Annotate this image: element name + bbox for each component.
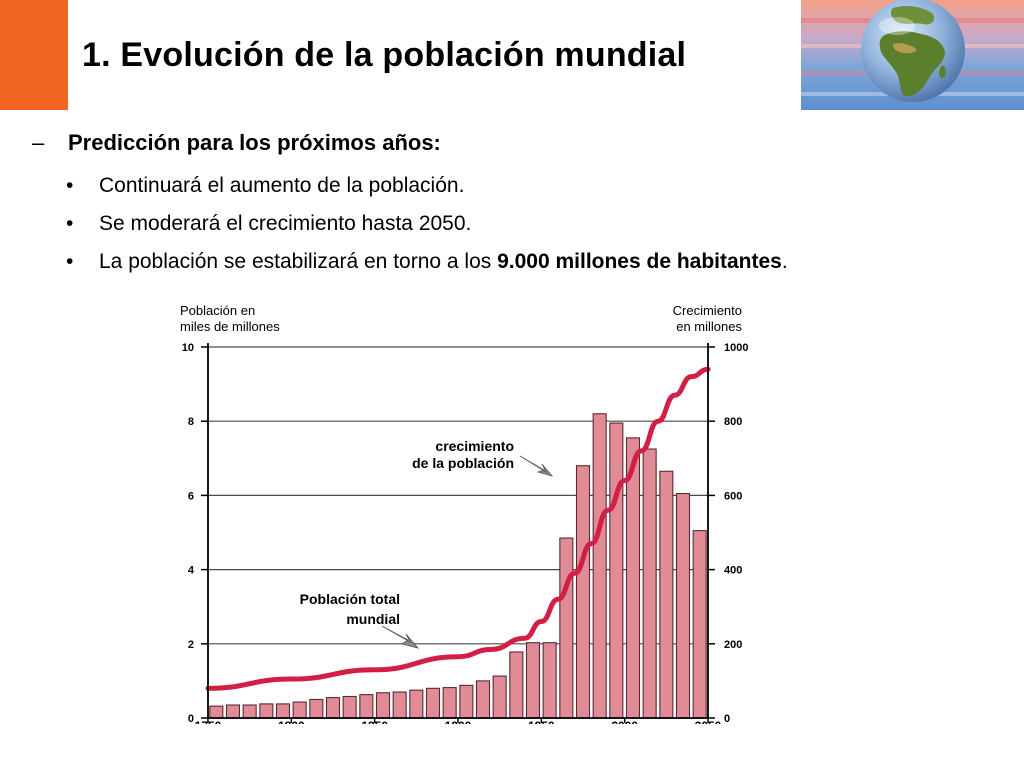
bullet-text: La población se estabilizará en torno a … xyxy=(99,250,497,273)
growth-bar xyxy=(310,699,323,718)
left-tick-label: 6 xyxy=(188,490,194,502)
growth-bar xyxy=(443,688,456,718)
growth-bar xyxy=(293,702,306,718)
growth-bar xyxy=(360,695,373,718)
page-title: 1. Evolución de la población mundial xyxy=(82,36,686,75)
globe-banner xyxy=(801,0,1024,110)
growth-bar xyxy=(210,706,223,718)
x-tick-label: 1900 xyxy=(445,719,472,728)
right-tick-label: 800 xyxy=(724,416,742,428)
left-tick-label: 0 xyxy=(188,713,194,725)
growth-annotation-text: crecimiento xyxy=(435,438,514,454)
right-axis-title: Crecimiento xyxy=(673,303,742,318)
x-tick-label: 1800 xyxy=(278,719,305,728)
x-axis-ticks: 1750 1800 1850 1900 1950 2000 2050 xyxy=(195,718,722,728)
left-tick-label: 2 xyxy=(188,639,194,651)
bullet-tail-text: . xyxy=(782,250,788,273)
bullet-bold-text: 9.000 millones de habitantes xyxy=(497,250,782,273)
growth-bar xyxy=(677,494,690,718)
growth-bar xyxy=(327,698,340,718)
total-annotation-text: Población total xyxy=(300,591,400,607)
total-annotation-text: mundial xyxy=(346,611,400,627)
growth-bar xyxy=(243,705,256,718)
right-tick-label: 600 xyxy=(724,490,742,502)
growth-bar xyxy=(377,693,390,718)
growth-annotation-text: de la población xyxy=(412,455,514,471)
x-tick-label: 2000 xyxy=(611,719,638,728)
sub-heading-text: Predicción para los próximos años: xyxy=(68,130,441,155)
left-axis-title: miles de millones xyxy=(180,319,280,334)
bullet-item: • Continuará el aumento de la población. xyxy=(66,174,788,212)
sub-heading: – Predicción para los próximos años: xyxy=(32,130,441,156)
growth-bar xyxy=(343,696,356,718)
growth-bar xyxy=(560,538,573,718)
left-tick-label: 4 xyxy=(188,565,195,577)
bullet-list: • Continuará el aumento de la población.… xyxy=(66,174,788,288)
growth-bar xyxy=(260,704,273,718)
right-tick-label: 1000 xyxy=(724,342,748,354)
right-tick-label: 200 xyxy=(724,639,742,651)
growth-bar xyxy=(693,531,706,718)
growth-bar xyxy=(510,652,523,718)
left-tick-label: 8 xyxy=(188,416,194,428)
left-tick-label: 10 xyxy=(182,342,194,354)
bullet-text: Se moderará el crecimiento hasta 2050. xyxy=(99,212,471,235)
growth-bar xyxy=(543,643,556,718)
growth-bar xyxy=(610,423,623,718)
x-tick-label: 1750 xyxy=(195,719,222,728)
left-axis-title: Población en xyxy=(180,303,255,318)
globe-icon xyxy=(861,0,965,102)
growth-bar xyxy=(593,414,606,718)
bullet-item: • La población se estabilizará en torno … xyxy=(66,250,788,288)
bullet-marker: • xyxy=(66,174,73,198)
bullet-item: • Se moderará el crecimiento hasta 2050. xyxy=(66,212,788,250)
growth-bar xyxy=(493,676,506,718)
growth-bar xyxy=(643,449,656,718)
growth-bar xyxy=(393,692,406,718)
x-tick-label: 1950 xyxy=(528,719,555,728)
bullet-marker: • xyxy=(66,250,73,274)
bullet-text: Continuará el aumento de la población. xyxy=(99,174,464,197)
bullet-marker: • xyxy=(66,212,73,236)
right-tick-label: 400 xyxy=(724,565,742,577)
population-chart: 0 2 4 6 8 10 0 200 400 600 800 1000 Población enmile… xyxy=(160,296,780,728)
x-tick-label: 1850 xyxy=(361,719,388,728)
x-tick-label: 2050 xyxy=(695,719,722,728)
growth-bar xyxy=(660,471,673,718)
dash-marker: – xyxy=(32,130,68,156)
growth-bar xyxy=(527,643,540,718)
growth-bar xyxy=(227,705,240,718)
growth-bar xyxy=(460,685,473,718)
slide-accent-block xyxy=(0,0,68,110)
growth-bar xyxy=(277,704,290,718)
growth-bar xyxy=(477,681,490,718)
growth-bar xyxy=(427,688,440,718)
right-axis-title: en millones xyxy=(676,319,742,334)
right-tick-label: 0 xyxy=(724,713,730,725)
growth-bar xyxy=(410,690,423,718)
growth-bar xyxy=(577,466,590,718)
